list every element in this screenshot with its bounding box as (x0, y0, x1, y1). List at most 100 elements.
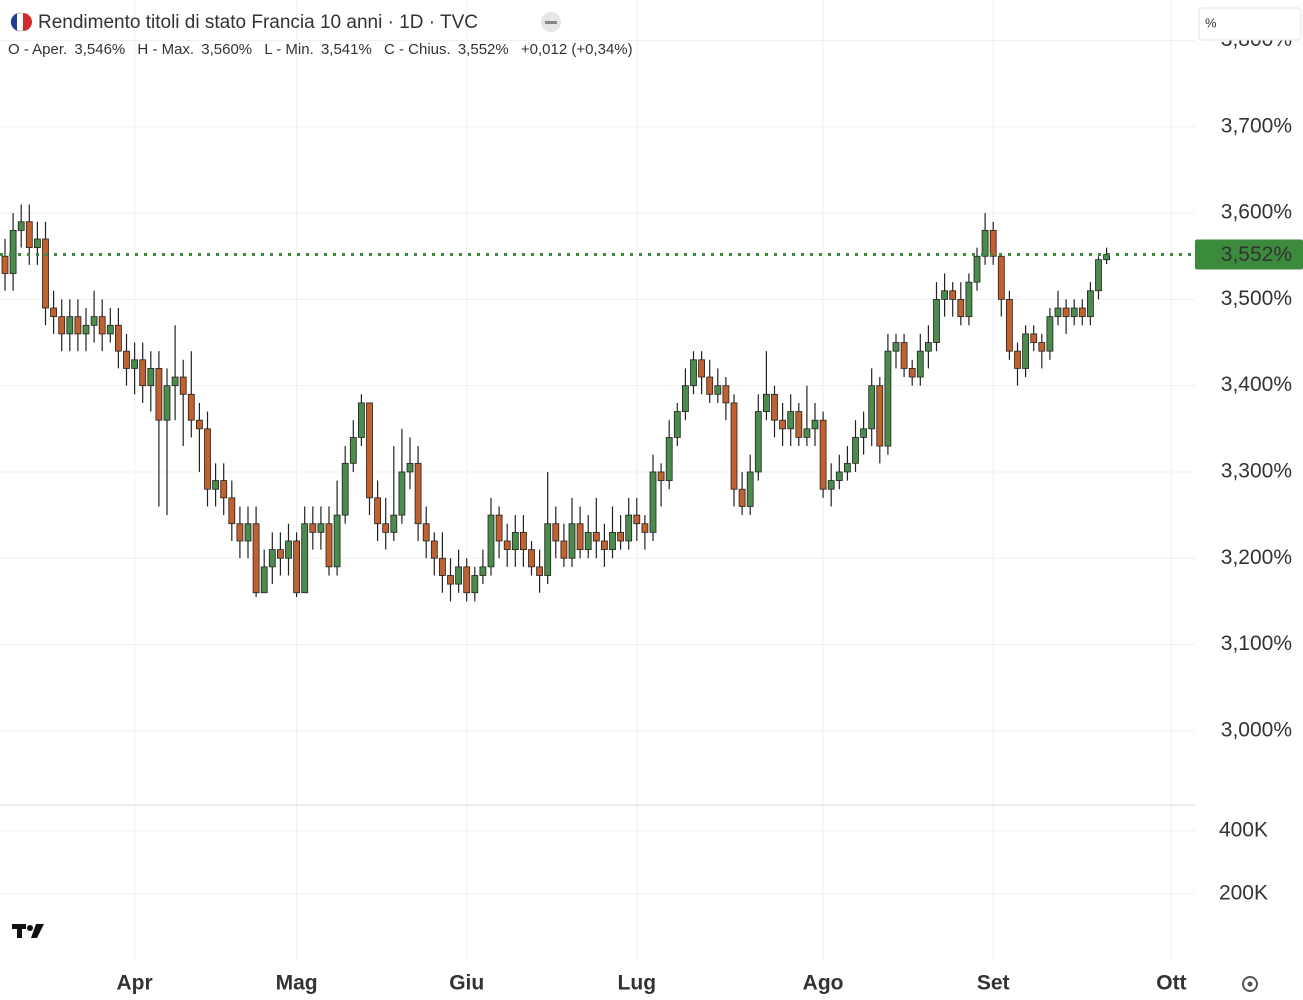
candle-body (827, 480, 835, 490)
candle-body (422, 523, 430, 542)
low-label: L - Min. (264, 41, 313, 58)
y-tick-label: 3,000% (1221, 718, 1292, 741)
candle-body (179, 376, 187, 395)
candle-body (195, 419, 203, 430)
candle-body (892, 342, 900, 352)
candle-body (795, 411, 803, 438)
candle-body (1014, 350, 1021, 369)
candle-body (382, 523, 390, 533)
candle-body (293, 540, 301, 594)
grid (0, 0, 1195, 960)
unit-box[interactable] (1198, 7, 1302, 41)
flag-blue (11, 13, 20, 31)
candle-body (155, 368, 163, 421)
candle-body (98, 316, 106, 335)
candle-body (933, 298, 940, 343)
candle-body (317, 523, 325, 533)
candle-body (682, 385, 689, 412)
candle-body (722, 385, 730, 404)
ohlc-header: O - Aper. 3,546% H - Max. 3,560% L - Min… (8, 41, 633, 58)
candle-body (925, 342, 932, 352)
candle-body (366, 402, 373, 499)
candle-body (163, 385, 171, 421)
candle-body (268, 549, 276, 568)
candle-body (706, 376, 714, 395)
candle-body (260, 566, 268, 594)
candle-body (1078, 307, 1086, 318)
candle-body (17, 221, 25, 231)
candle-body (633, 514, 641, 525)
x-tick-label: Lug (618, 972, 656, 995)
logo-part (31, 924, 44, 938)
candle-body (673, 411, 681, 438)
candle-body (1087, 290, 1094, 318)
settings-icon-center (1247, 981, 1253, 987)
candle-body (690, 359, 697, 387)
candle-body (520, 531, 527, 551)
candle-body (860, 428, 867, 438)
candle-body (876, 385, 884, 447)
candle-body (803, 428, 811, 438)
candle-body (1030, 333, 1038, 343)
candle-body (357, 402, 365, 438)
candle-body (204, 428, 211, 490)
candle-body (868, 385, 876, 430)
candle-body (536, 566, 543, 576)
candle-body (989, 229, 997, 257)
candle-body (754, 411, 762, 473)
candle-body (1022, 333, 1029, 369)
high-label: H - Max. (137, 41, 194, 58)
candle-body (414, 462, 422, 525)
candle-body (981, 229, 989, 257)
candle-body (9, 229, 17, 274)
candle-body (1095, 259, 1102, 292)
x-tick-label: Ago (803, 972, 844, 995)
last-price-label: 3,552% (1221, 243, 1292, 266)
y-tick-label: 3,500% (1221, 287, 1292, 310)
candle-body (965, 281, 973, 318)
x-tick-label: Giu (449, 972, 484, 995)
candle-body (447, 575, 454, 585)
candle-body (244, 523, 252, 542)
candle-body (34, 238, 41, 249)
candle-body (949, 290, 957, 300)
candle-body (430, 540, 438, 559)
candle-body (406, 462, 414, 473)
candle-body (187, 393, 195, 421)
y-tick-label: 3,300% (1221, 460, 1292, 483)
candle-body (479, 566, 487, 576)
candle-body (74, 316, 82, 335)
candle-body (763, 393, 770, 412)
y-tick-label: 3,600% (1221, 201, 1292, 224)
candle-body (228, 497, 236, 525)
candle-body (252, 523, 260, 594)
candle-body (771, 393, 778, 421)
candle-body (90, 316, 98, 326)
candle-body (819, 419, 827, 490)
candle-body (374, 497, 382, 525)
settings-icon[interactable] (1242, 976, 1258, 992)
candle-body (438, 557, 446, 576)
candle-body (584, 531, 592, 551)
candle-body (1046, 316, 1054, 352)
candle-body (625, 514, 633, 542)
candle-body (42, 238, 49, 309)
close-value: 3,552% (458, 41, 509, 58)
unit-label: % (1205, 15, 1217, 30)
last-price-box (1195, 239, 1303, 270)
candle-body (511, 531, 519, 551)
candle-body (811, 419, 819, 430)
candle-body (325, 523, 333, 568)
candle-body (592, 531, 600, 542)
candle-body (309, 523, 317, 533)
candle-body (916, 350, 924, 378)
candle-body (746, 471, 754, 507)
candle-body (908, 368, 916, 378)
chart-title: Rendimento titoli di stato Francia 10 an… (38, 12, 478, 33)
candle-body (398, 471, 406, 516)
candle-body (544, 523, 552, 576)
candle-body (568, 523, 576, 559)
candle-body (390, 514, 398, 533)
candle-body (341, 462, 349, 516)
candle-body (560, 540, 568, 559)
